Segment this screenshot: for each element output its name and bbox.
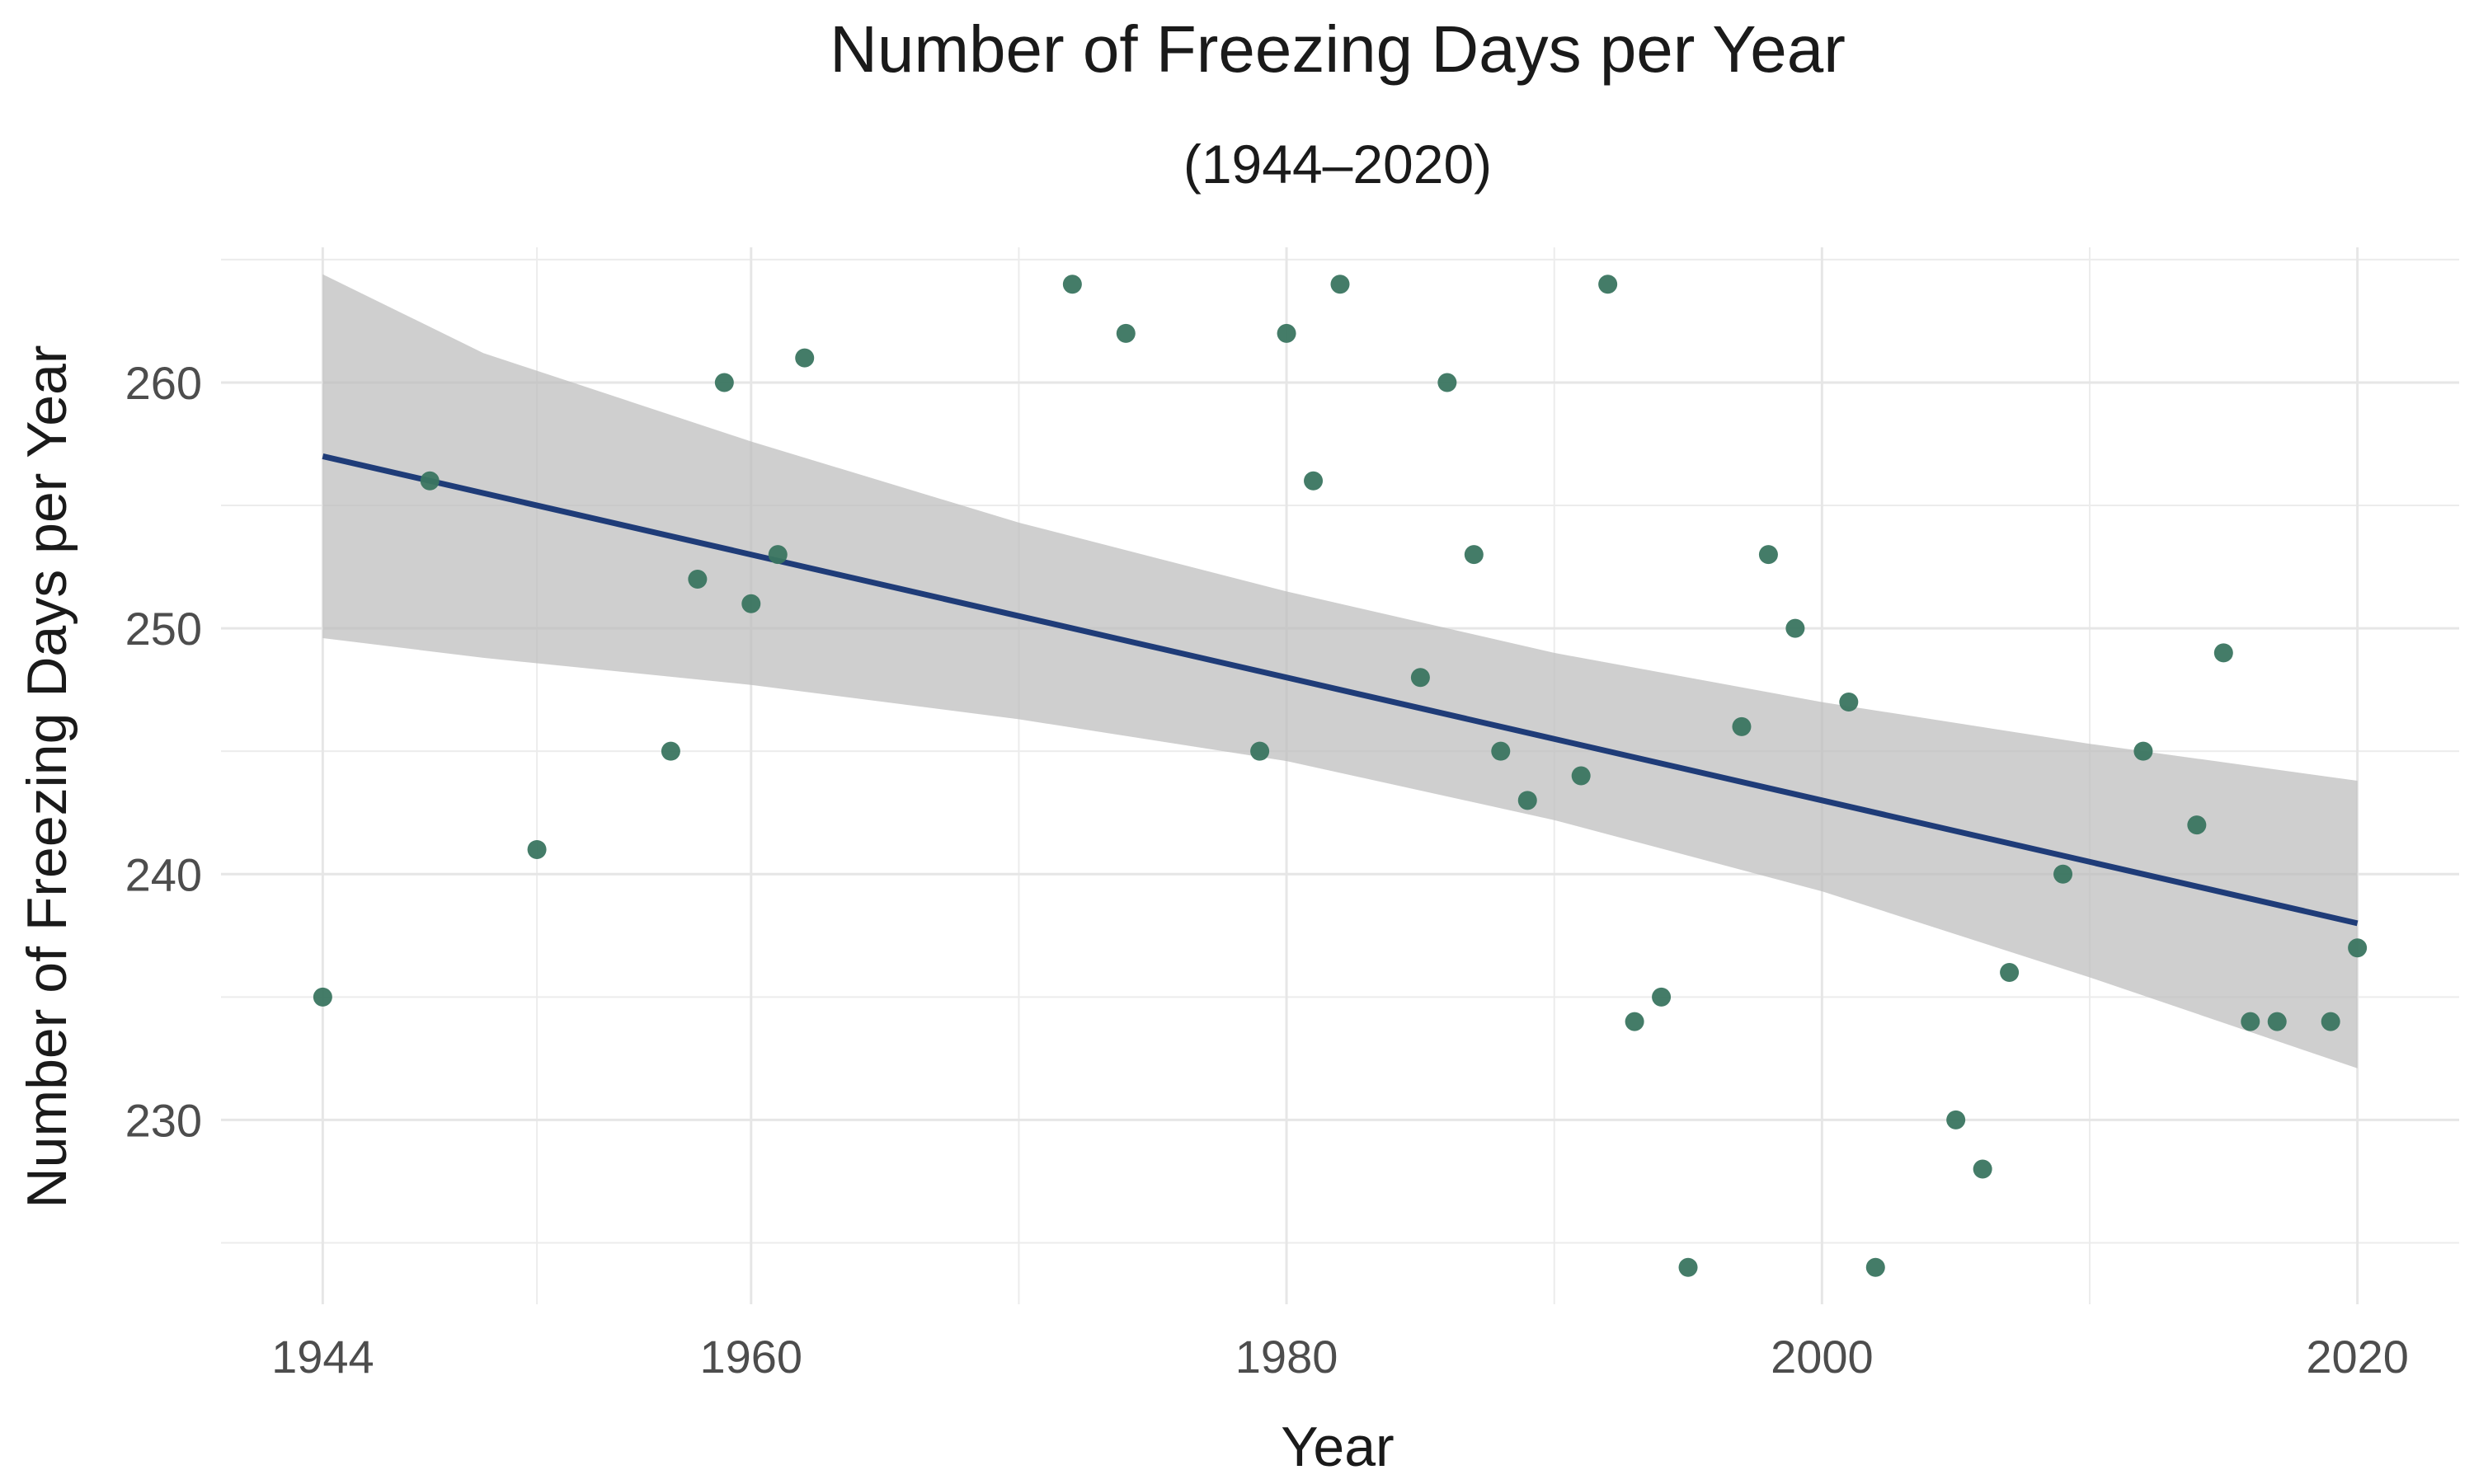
data-point xyxy=(1865,1257,1885,1277)
data-point xyxy=(1678,1257,1698,1277)
x-tick-label: 1944 xyxy=(271,1331,374,1383)
data-point xyxy=(795,348,815,368)
data-point xyxy=(1116,323,1136,343)
data-point xyxy=(1277,323,1296,343)
data-point xyxy=(1973,1159,1992,1179)
data-point xyxy=(420,471,440,491)
data-point xyxy=(527,839,547,859)
y-axis-title: Number of Freezing Days per Year xyxy=(16,345,78,1209)
data-point xyxy=(1598,275,1618,294)
y-tick-label: 230 xyxy=(125,1094,202,1146)
chart-title: Number of Freezing Days per Year xyxy=(830,12,1846,86)
x-tick-label: 2000 xyxy=(1771,1331,1874,1383)
y-axis-ticks: 230 240 250 260 xyxy=(125,357,202,1146)
x-tick-label: 2020 xyxy=(2306,1331,2409,1383)
data-point xyxy=(1946,1110,1966,1129)
data-point xyxy=(1839,693,1859,712)
data-point xyxy=(1437,373,1457,392)
chart-subtitle: (1944–2020) xyxy=(1183,134,1492,195)
data-point xyxy=(1330,275,1350,294)
x-axis-ticks: 1944 1960 1980 2000 2020 xyxy=(271,1331,2409,1383)
data-point xyxy=(714,373,734,392)
data-points xyxy=(313,275,2368,1277)
data-point xyxy=(2000,963,2020,983)
y-tick-label: 250 xyxy=(125,603,202,655)
data-point xyxy=(2187,815,2207,835)
data-point xyxy=(688,569,708,589)
data-point xyxy=(1250,741,1270,761)
data-point xyxy=(1304,471,1324,491)
data-point xyxy=(1625,1012,1644,1031)
data-point xyxy=(1464,545,1484,565)
x-tick-label: 1980 xyxy=(1235,1331,1338,1383)
data-point xyxy=(1491,741,1511,761)
y-tick-label: 260 xyxy=(125,357,202,409)
data-point xyxy=(1652,987,1672,1007)
data-point xyxy=(2348,938,2368,958)
data-point xyxy=(741,594,761,613)
data-point xyxy=(1062,275,1082,294)
data-point xyxy=(1517,791,1537,810)
data-point xyxy=(1571,766,1591,786)
data-point xyxy=(313,987,332,1007)
data-point xyxy=(1410,668,1430,688)
x-tick-label: 1960 xyxy=(700,1331,803,1383)
y-tick-label: 240 xyxy=(125,848,202,900)
data-point xyxy=(661,741,680,761)
data-point xyxy=(2213,643,2233,663)
trend-line xyxy=(322,453,2359,927)
data-point xyxy=(2267,1012,2287,1031)
data-point xyxy=(2053,864,2073,884)
data-point xyxy=(2321,1012,2340,1031)
data-point xyxy=(1732,716,1752,736)
data-point xyxy=(2241,1012,2260,1031)
confidence-band xyxy=(322,274,2358,1068)
confidence-band-layer xyxy=(322,274,2358,1068)
data-point xyxy=(1758,545,1778,565)
x-axis-title: Year xyxy=(1281,1416,1394,1478)
data-point xyxy=(768,545,788,565)
data-point xyxy=(1785,618,1805,638)
data-point xyxy=(2133,741,2153,761)
trend-line-layer xyxy=(322,453,2359,927)
